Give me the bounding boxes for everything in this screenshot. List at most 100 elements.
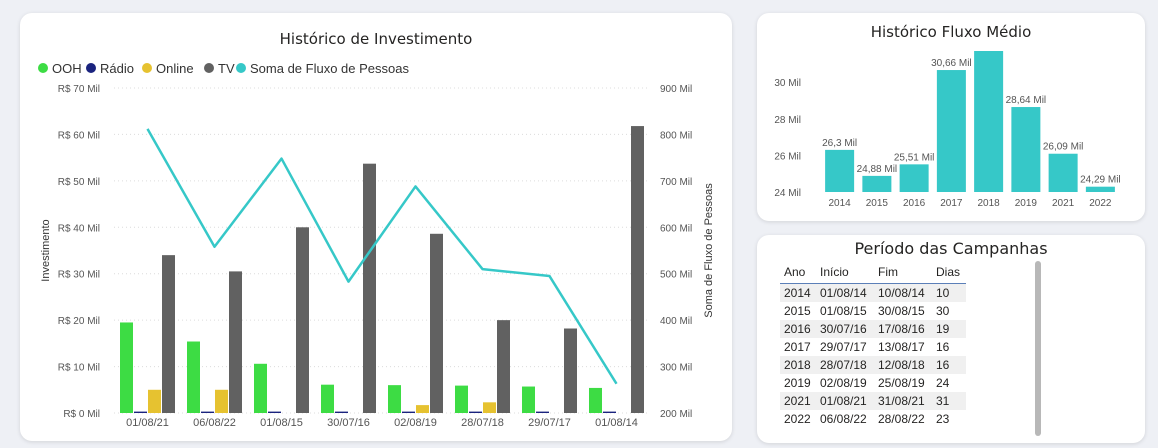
table-cell: 01/08/14	[816, 283, 874, 302]
table-cell: 2015	[784, 304, 811, 318]
table-cell: 16	[932, 356, 966, 374]
column-header-dias[interactable]: Dias	[932, 261, 966, 284]
table-cell: 2022	[784, 412, 811, 426]
table-row[interactable]: 2018 28/07/18 12/08/18 16	[780, 356, 966, 374]
flow-data-label: 26,09 Mil	[1043, 142, 1084, 153]
y-left-tick-label: R$ 40 Mil	[58, 223, 100, 234]
investment-chart: OOH Rádio Online TV Soma de Fluxo de Pessoas…	[38, 61, 715, 429]
column-header-inicio[interactable]: Início	[816, 261, 874, 284]
flow-bar	[899, 164, 929, 192]
flow-data-label: 25,51 Mil	[894, 152, 935, 163]
tv-bar	[296, 227, 309, 413]
column-header-fim[interactable]: Fim	[874, 261, 932, 284]
tv-bar	[162, 255, 175, 413]
x-tick-label: 2016	[903, 198, 926, 209]
period-table-title: Período das Campanhas	[854, 239, 1048, 258]
ooh-bar	[589, 387, 602, 413]
x-tick-label: 06/08/22	[193, 417, 236, 429]
table-cell: 10	[932, 283, 966, 302]
flow-bar	[1011, 107, 1041, 192]
table-row[interactable]: 2021 01/08/21 31/08/21 31	[780, 392, 966, 410]
radio-bar	[268, 411, 281, 413]
table-cell: 31/08/21	[874, 392, 932, 410]
flow-bar	[974, 51, 1004, 192]
table-cell: 2014	[780, 283, 816, 302]
y-right-tick-label: 300 Mil	[660, 363, 692, 374]
y-right-axis-title: Soma de Fluxo de Pessoas	[703, 183, 715, 318]
tv-bar	[564, 328, 577, 413]
table-row[interactable]: 2019 02/08/19 25/08/19 24	[780, 374, 966, 392]
table-cell: 17/08/16	[874, 320, 932, 338]
table-scrollbar[interactable]	[1035, 261, 1041, 436]
y-right-tick-label: 900 Mil	[660, 84, 692, 95]
table-cell: 06/08/22	[820, 412, 867, 426]
table-cell: 2021	[780, 392, 816, 410]
radio-bar	[201, 411, 214, 413]
y-right-tick-label: 400 Mil	[660, 316, 692, 327]
table-cell: 02/08/19	[820, 376, 867, 390]
period-table-body: 2014 01/08/14 10/08/14 10 2015 01/08/15 30/08/…	[780, 283, 966, 429]
table-row[interactable]: 2017 29/07/17 13/08/17 16	[780, 338, 966, 356]
table-cell: 10/08/14	[874, 283, 932, 302]
x-tick-label: 2021	[1052, 198, 1075, 209]
column-header-ano[interactable]: Ano	[780, 261, 816, 284]
y-tick-label: 24 Mil	[774, 188, 801, 199]
legend-marker-2	[86, 63, 96, 73]
table-cell: 01/08/15	[820, 304, 867, 318]
x-tick-label: 01/08/15	[260, 417, 303, 429]
ooh-bar	[187, 341, 200, 413]
legend-label: Online	[156, 61, 194, 76]
flow-bar	[936, 70, 966, 192]
y-left-tick-label: R$ 20 Mil	[58, 316, 100, 327]
radio-bar	[134, 411, 147, 413]
radio-bar	[536, 411, 549, 413]
legend-marker-4	[204, 63, 214, 73]
y-left-tick-label: R$ 10 Mil	[58, 363, 100, 374]
legend-label: OOH	[52, 61, 82, 76]
average-flow-history-card: Histórico Fluxo Médio 24 Mil 26 Mil 28 Mil…	[757, 13, 1145, 221]
x-tick-label: 28/07/18	[461, 417, 504, 429]
flow-data-label: 24,29 Mil	[1080, 175, 1121, 186]
table-cell: 2017	[784, 340, 811, 354]
tv-bar	[430, 233, 443, 413]
investment-chart-title: Histórico de Investimento	[279, 30, 473, 48]
legend-label: Soma de Fluxo de Pessoas	[250, 61, 409, 76]
table-cell: 12/08/18	[874, 356, 932, 374]
tv-bar	[363, 163, 376, 413]
table-row[interactable]: 2022 06/08/22 28/08/22 23	[780, 410, 966, 428]
radio-bar	[603, 411, 616, 413]
y-right-tick-label: 700 Mil	[660, 177, 692, 188]
ooh-bar	[254, 363, 267, 413]
table-cell: 30/08/15	[878, 304, 925, 318]
y-left-tick-label: R$ 50 Mil	[58, 177, 100, 188]
x-tick-label: 2018	[978, 198, 1001, 209]
table-row[interactable]: 2015 01/08/15 30/08/15 30	[780, 302, 966, 320]
x-tick-label: 2014	[829, 198, 852, 209]
y-right-tick-label: 600 Mil	[660, 223, 692, 234]
table-cell: 2018	[780, 356, 816, 374]
table-cell: 25/08/19	[878, 376, 925, 390]
x-tick-label: 2015	[866, 198, 889, 209]
y-tick-label: 26 Mil	[774, 151, 801, 162]
y-tick-label: 28 Mil	[774, 115, 801, 126]
radio-bar	[402, 411, 415, 413]
table-cell: 30/07/16	[816, 320, 874, 338]
radio-bar	[469, 411, 482, 413]
ooh-bar	[120, 322, 133, 413]
online-bar	[148, 389, 161, 413]
flow-bar	[862, 175, 892, 192]
table-cell: 31	[932, 392, 966, 410]
table-cell: 29/07/17	[820, 340, 867, 354]
y-left-tick-label: R$ 60 Mil	[58, 130, 100, 141]
table-row[interactable]: 2014 01/08/14 10/08/14 10	[780, 283, 966, 302]
y-left-tick-label: R$ 0 Mil	[63, 409, 100, 420]
table-cell: 24	[936, 376, 950, 390]
online-bar	[416, 405, 429, 413]
legend-label: TV	[218, 61, 235, 76]
y-tick-label: 30 Mil	[774, 78, 801, 89]
table-header-row: Ano Início Fim Dias	[780, 261, 966, 284]
ooh-bar	[522, 386, 535, 413]
x-tick-label: 29/07/17	[528, 417, 571, 429]
table-row[interactable]: 2016 30/07/16 17/08/16 19	[780, 320, 966, 338]
flow-data-label: 24,88 Mil	[857, 164, 898, 175]
